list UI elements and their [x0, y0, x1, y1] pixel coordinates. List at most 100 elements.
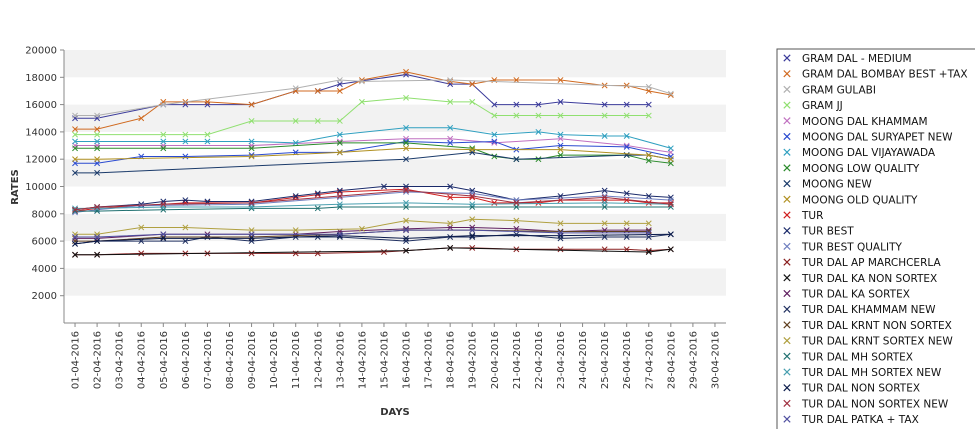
- data-point: [160, 101, 167, 108]
- data-point: [491, 138, 498, 145]
- data-point: [557, 232, 564, 239]
- legend-label: MOONG NEW: [802, 179, 872, 191]
- legend-marker: [783, 195, 791, 203]
- data-point: [535, 156, 542, 163]
- x-tick-label: 30-04-2016: [710, 331, 721, 389]
- data-point: [447, 139, 454, 146]
- series-2: [72, 77, 674, 119]
- data-point: [601, 220, 608, 227]
- grid-band: [64, 268, 726, 296]
- data-point: [623, 101, 630, 108]
- data-point: [645, 220, 652, 227]
- data-point: [469, 227, 476, 234]
- data-point: [94, 156, 101, 163]
- legend-marker: [783, 305, 791, 313]
- x-axis-title: DAYS: [380, 407, 410, 418]
- data-point: [72, 156, 78, 163]
- data-point: [94, 231, 101, 238]
- x-tick-label: 21-04-2016: [512, 331, 523, 389]
- series-line: [75, 247, 671, 256]
- data-point: [358, 225, 365, 232]
- data-point: [469, 204, 476, 210]
- data-point: [72, 169, 78, 176]
- legend-label: MOONG DAL KHAMMAM: [802, 116, 928, 128]
- legend-marker: [783, 258, 791, 266]
- data-point: [72, 206, 78, 213]
- series-6: [72, 124, 674, 152]
- data-point: [469, 149, 476, 156]
- data-point: [403, 145, 409, 152]
- legend-marker: [783, 148, 791, 156]
- legend-label: TUR DAL KRNT NON SORTEX: [801, 320, 952, 332]
- x-tick-label: 14-04-2016: [357, 331, 368, 389]
- data-point: [667, 201, 674, 208]
- data-point: [94, 251, 101, 258]
- data-point: [336, 204, 343, 210]
- data-point: [292, 118, 299, 124]
- series-23: [72, 227, 652, 240]
- data-point: [513, 156, 520, 163]
- data-point: [623, 246, 630, 253]
- legend-label: TUR BEST QUALITY: [801, 241, 902, 253]
- y-tick-label: 4000: [32, 264, 57, 275]
- legend-label: TUR DAL AP MARCHCERLA: [801, 257, 941, 269]
- legend-label: TUR BEST: [801, 226, 854, 238]
- x-tick-label: 09-04-2016: [247, 331, 258, 389]
- data-point: [447, 98, 454, 105]
- series-line: [74, 186, 671, 211]
- data-point: [94, 204, 101, 210]
- data-point: [447, 183, 454, 190]
- legend-label: TUR DAL NON SORTEX: [801, 383, 920, 395]
- data-point: [469, 98, 476, 105]
- data-point: [645, 193, 652, 200]
- legend-label: MOONG LOW QUALITY: [802, 163, 920, 175]
- data-point: [94, 115, 101, 122]
- series-18: [72, 216, 652, 238]
- data-point: [403, 156, 409, 163]
- data-point: [557, 146, 564, 153]
- legend-label: GRAM DAL - MEDIUM: [802, 53, 912, 65]
- data-point: [513, 197, 520, 204]
- legend-marker: [783, 132, 791, 141]
- data-point: [557, 131, 564, 138]
- data-point: [513, 217, 520, 224]
- data-point: [447, 124, 454, 131]
- data-point: [403, 139, 409, 146]
- legend-marker: [783, 117, 791, 125]
- data-point: [314, 118, 321, 124]
- data-point: [160, 145, 167, 152]
- data-point: [94, 138, 101, 145]
- legend-label: MOONG DAL VIJAYAWADA: [802, 147, 936, 159]
- data-point: [557, 112, 564, 119]
- x-tick-label: 06-04-2016: [181, 331, 192, 389]
- grid-band: [64, 104, 726, 132]
- x-tick-label: 15-04-2016: [379, 331, 390, 389]
- legend-label: TUR DAL KHAMMAM NEW: [801, 304, 936, 316]
- series-line: [74, 188, 671, 212]
- data-point: [204, 101, 211, 108]
- data-point: [182, 101, 189, 108]
- grid-band: [64, 241, 726, 269]
- data-point: [182, 238, 189, 245]
- data-point: [557, 152, 564, 159]
- series-layer: [72, 68, 674, 258]
- data-point: [557, 235, 564, 242]
- data-point: [667, 194, 674, 201]
- data-point: [336, 87, 343, 94]
- legend-label: TUR DAL MH SORTEX NEW: [801, 367, 942, 379]
- x-tick-label: 08-04-2016: [225, 331, 236, 389]
- data-point: [72, 138, 78, 145]
- x-tick-label: 22-04-2016: [534, 331, 545, 389]
- data-point: [248, 145, 255, 152]
- data-point: [336, 139, 343, 146]
- legend-marker: [783, 321, 791, 329]
- x-ticks: 01-04-2016 02-04-2016 03-04-2016 04-04-2016…: [71, 323, 721, 389]
- x-tick-label: 28-04-2016: [666, 331, 677, 389]
- data-point: [138, 224, 145, 231]
- data-point: [601, 187, 608, 194]
- data-point: [292, 193, 299, 200]
- data-point: [403, 227, 409, 234]
- data-point: [667, 156, 674, 163]
- data-point: [292, 227, 299, 234]
- data-point: [72, 240, 78, 247]
